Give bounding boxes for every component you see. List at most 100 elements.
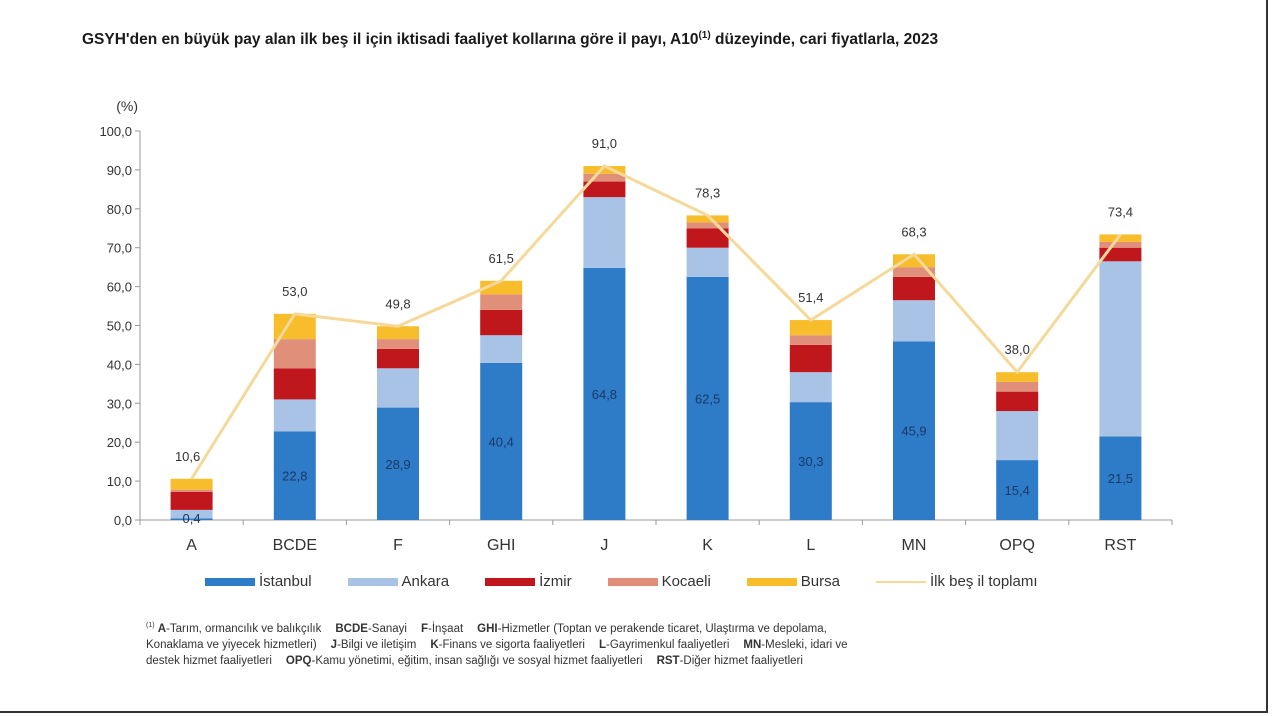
legend-label: İzmir <box>539 573 572 590</box>
y-tick-label: 60,0 <box>107 280 132 295</box>
total-value-label: 53,0 <box>282 284 307 299</box>
istanbul-value-label: 30,3 <box>798 454 823 469</box>
bar-segment-kocaeli <box>893 267 935 277</box>
footnote-marker: (1) <box>146 622 155 629</box>
bar-segment-i̇stanbul <box>480 362 523 520</box>
total-value-label: 51,4 <box>798 290 823 305</box>
bar-segment-i̇zmir <box>480 309 523 336</box>
bar-segment-kocaeli <box>1099 241 1142 248</box>
bar-segment-kocaeli <box>789 335 832 345</box>
bar-segment-ankara <box>996 411 1039 461</box>
total-value-label: 49,8 <box>385 296 410 311</box>
bar-segment-i̇zmir <box>377 348 419 369</box>
bar-segment-i̇zmir <box>273 368 316 400</box>
footnote-item: MN-Mesleki, idari ve <box>743 638 848 651</box>
bar-segment-ankara <box>1099 261 1142 437</box>
y-tick-label: 40,0 <box>107 357 132 372</box>
legend-swatch <box>607 577 658 586</box>
istanbul-value-label: 21,5 <box>1108 471 1133 486</box>
istanbul-value-label: 62,5 <box>695 391 720 406</box>
total-value-label: 73,4 <box>1108 204 1133 219</box>
legend-item: Ankara <box>347 573 449 590</box>
bar-segment-ankara <box>789 372 832 403</box>
bar-segment-bursa <box>170 478 213 490</box>
bar-segment-kocaeli <box>170 489 213 492</box>
total-line <box>190 164 1122 480</box>
bar-segment-bursa <box>996 372 1039 382</box>
y-tick-label: 70,0 <box>107 241 132 256</box>
total-value-label: 78,3 <box>695 185 720 200</box>
x-tick-label: J <box>600 537 608 554</box>
bar-segment-bursa <box>377 326 419 340</box>
footnote-line: Konaklama ve yiyecek hizmetleri) J-Bilgi … <box>146 637 1146 653</box>
title-text: GSYH'den en büyük pay alan ilk beş il iç… <box>82 31 699 49</box>
footnote-line: (1) A-Tarım, ormancılık ve balıkçılık BCD… <box>146 618 1146 637</box>
footnote-item: L-Gayrimenkul faaliyetleri <box>599 638 730 651</box>
x-tick-label: OPQ <box>999 537 1035 554</box>
legend-item: İzmir <box>485 573 572 590</box>
bar-segment-ankara <box>170 509 213 519</box>
legend-label: Kocaeli <box>661 573 711 590</box>
y-tick-label: 90,0 <box>107 163 132 178</box>
legend-item: Bursa <box>746 573 840 590</box>
istanbul-value-label: 64,8 <box>592 387 617 402</box>
bar-segment-bursa <box>686 215 729 223</box>
istanbul-value-label: 40,4 <box>489 434 514 449</box>
y-tick-label: 0,0 <box>114 513 132 528</box>
total-value-label: 91,0 <box>592 136 617 151</box>
footnote-item: BCDE-Sanayi <box>335 622 407 635</box>
bar-segment-i̇stanbul <box>377 407 419 520</box>
bar-segment-bursa <box>789 320 832 336</box>
istanbul-value-label: 28,9 <box>385 457 410 472</box>
x-tick-label: BCDE <box>273 537 317 554</box>
bar-segment-bursa <box>583 166 626 174</box>
legend-item: İlk beş il toplamı <box>875 573 1038 590</box>
bar-segment-kocaeli <box>996 381 1039 392</box>
bar-segment-i̇stanbul <box>686 276 729 520</box>
legend-label: İlk beş il toplamı <box>929 573 1038 590</box>
istanbul-value-label: 45,9 <box>901 424 926 439</box>
istanbul-value-label: 15,4 <box>1005 483 1030 498</box>
legend-label: Bursa <box>800 573 840 590</box>
bar-segment-i̇stanbul <box>996 460 1039 520</box>
x-tick-label: MN <box>902 537 927 554</box>
legend-swatch <box>205 577 255 586</box>
footnote-item: OPQ-Kamu yönetimi, eğitim, insan sağlığı… <box>285 654 643 667</box>
bar-segment-ankara <box>583 197 626 268</box>
footnote-item: RST-Diğer hizmet faaliyetleri <box>656 654 803 667</box>
y-tick-label: 50,0 <box>107 319 132 334</box>
bar-segment-kocaeli <box>273 339 316 369</box>
title-text-after: düzeyinde, cari fiyatlarla, 2023 <box>710 31 939 49</box>
bar-segment-bursa <box>1099 234 1142 242</box>
bar-segment-i̇stanbul <box>170 518 213 520</box>
bar-segment-bursa <box>893 254 935 268</box>
x-tick-label: L <box>806 537 815 554</box>
bar-segment-i̇zmir <box>583 181 626 198</box>
legend-item: Kocaeli <box>607 573 711 590</box>
footnote-item: destek hizmet faaliyetleri <box>146 654 272 667</box>
y-tick-label: 30,0 <box>107 396 132 411</box>
footnote-item: J-Bilgi ve iletişim <box>330 638 417 651</box>
legend-swatch <box>347 577 398 586</box>
bar-segment-kocaeli <box>377 339 419 349</box>
y-tick-label: 20,0 <box>107 435 132 450</box>
bar-segment-i̇zmir <box>1099 247 1142 262</box>
total-value-label: 61,5 <box>489 251 514 266</box>
bar-segment-kocaeli <box>583 173 626 182</box>
total-value-label: 68,3 <box>901 224 926 239</box>
x-tick-label: F <box>393 537 403 554</box>
x-tick-label: RST <box>1104 537 1136 554</box>
legend-swatch <box>875 580 926 583</box>
y-tick-label: 10,0 <box>107 474 132 489</box>
bar-segment-ankara <box>686 247 729 277</box>
bar-segment-i̇stanbul <box>1099 436 1142 520</box>
x-tick-label: GHI <box>487 537 515 554</box>
istanbul-value-label: 0,4 <box>183 511 201 526</box>
title-sup: (1) <box>698 30 711 41</box>
total-value-label: 10,6 <box>175 449 200 464</box>
legend: İstanbul Ankara İzmir Kocaeli Bursa İlk beş i… <box>205 573 1038 590</box>
bar-segment-i̇zmir <box>686 228 729 248</box>
bar-segment-i̇stanbul <box>273 431 316 520</box>
